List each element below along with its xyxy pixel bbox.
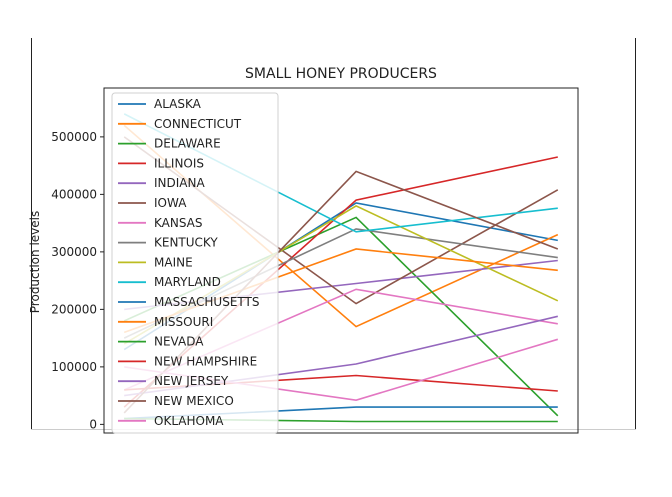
legend-entry-label: MAINE (154, 255, 193, 269)
legend-entry-label: NEW MEXICO (154, 394, 234, 408)
legend-entry-label: MARYLAND (154, 275, 221, 289)
legend-entry-label: KANSAS (154, 216, 203, 230)
y-tick-label: 300000 (51, 245, 97, 259)
right-edge-line (635, 38, 636, 430)
legend: ALASKA CONNECTICUT DELAWARE ILLINOIS INDIANA… (111, 92, 279, 434)
legend-box (111, 92, 279, 434)
y-tick-label: 400000 (51, 187, 97, 201)
y-tick-label: 0 (89, 417, 97, 431)
y-axis-ticks: 0 100000 200000 300000 400000 500000 (51, 130, 104, 431)
legend-entry-label: KENTUCKY (154, 236, 218, 250)
chart-title: SMALL HONEY PRODUCERS (245, 66, 437, 82)
legend-entry-label: NEW JERSEY (154, 374, 229, 388)
legend-entry-label: NEVADA (154, 335, 204, 349)
legend-entry-label: DELAWARE (154, 137, 221, 151)
y-tick-label: 200000 (51, 302, 97, 316)
legend-entry-label: IOWA (154, 196, 187, 210)
y-axis-label: Production levels (28, 211, 42, 313)
y-tick-label: 100000 (51, 360, 97, 374)
legend-entry-label: INDIANA (154, 176, 205, 190)
legend-entry-label: ALASKA (154, 97, 202, 111)
legend-entry-label: NEW HAMPSHIRE (154, 354, 257, 368)
legend-entry-label: MASSACHUSETTS (154, 295, 259, 309)
plot-area-frame (103, 87, 579, 434)
legend-entry-label: CONNECTICUT (154, 117, 242, 131)
left-edge-line (31, 38, 32, 430)
legend-entry-label: OKLAHOMA (154, 414, 224, 428)
legend-entry-label: ILLINOIS (154, 156, 204, 170)
bottom-cut-line (31, 429, 636, 430)
legend-entry-label: MISSOURI (154, 315, 213, 329)
y-tick-label: 500000 (51, 130, 97, 144)
